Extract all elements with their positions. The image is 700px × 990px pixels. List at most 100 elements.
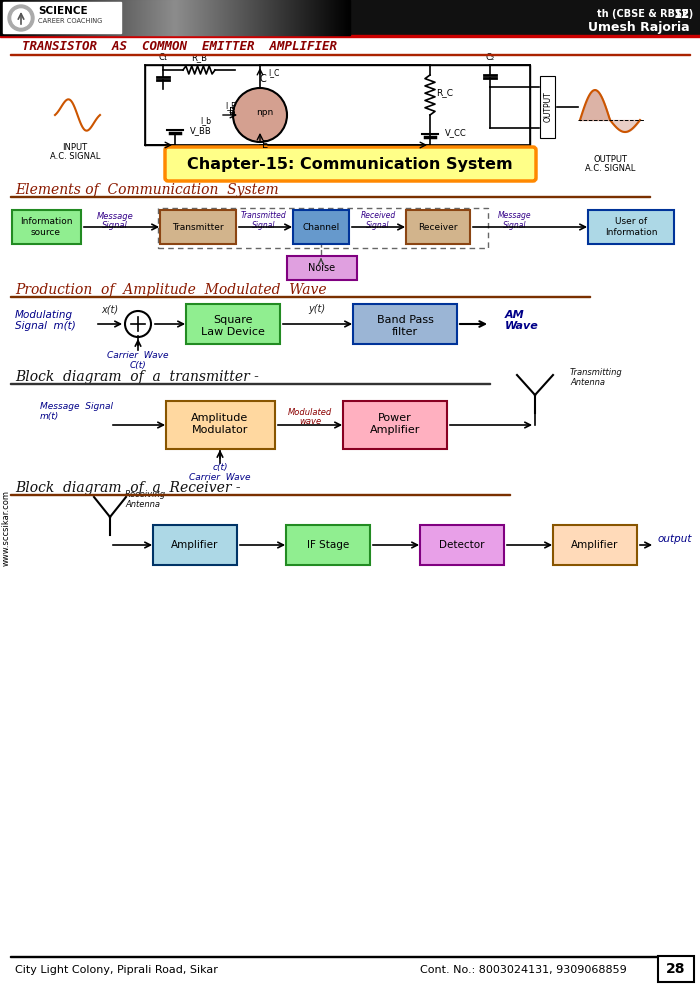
Bar xyxy=(344,0,345,35)
Text: www.sccsikar.com: www.sccsikar.com xyxy=(1,490,10,566)
Text: Modulated: Modulated xyxy=(288,408,332,417)
Bar xyxy=(281,0,282,35)
Text: output: output xyxy=(658,534,692,544)
Bar xyxy=(15,0,16,35)
Bar xyxy=(288,0,289,35)
Bar xyxy=(341,0,342,35)
Bar xyxy=(348,0,349,35)
Bar xyxy=(231,0,232,35)
Bar xyxy=(176,0,177,35)
Bar xyxy=(3,2,121,33)
Bar xyxy=(46,0,47,35)
Bar xyxy=(35,0,36,35)
Bar xyxy=(10,494,510,495)
Text: Received: Received xyxy=(360,211,395,220)
Bar xyxy=(103,0,104,35)
Circle shape xyxy=(233,88,287,142)
Text: AM: AM xyxy=(505,310,525,320)
Bar xyxy=(144,0,145,35)
Bar xyxy=(77,0,78,35)
Bar xyxy=(70,0,71,35)
Bar xyxy=(273,0,274,35)
Bar xyxy=(251,0,252,35)
Bar xyxy=(102,0,103,35)
Bar xyxy=(277,0,278,35)
Bar xyxy=(172,0,173,35)
Text: Square: Square xyxy=(214,315,253,325)
Bar xyxy=(257,0,258,35)
Text: TRANSISTOR  AS  COMMON  EMITTER  AMPLIFIER: TRANSISTOR AS COMMON EMITTER AMPLIFIER xyxy=(22,41,337,53)
Bar xyxy=(39,0,40,35)
Bar xyxy=(334,0,335,35)
Bar xyxy=(22,0,23,35)
Bar xyxy=(105,0,106,35)
Bar xyxy=(258,0,259,35)
Bar xyxy=(275,0,276,35)
Bar xyxy=(292,0,293,35)
Bar xyxy=(89,0,90,35)
Text: wave: wave xyxy=(299,417,321,426)
Bar xyxy=(217,0,218,35)
Bar xyxy=(207,0,208,35)
Bar xyxy=(236,0,237,35)
Bar xyxy=(138,0,139,35)
Text: x(t): x(t) xyxy=(102,304,118,314)
Bar xyxy=(78,0,79,35)
Bar xyxy=(179,0,180,35)
Bar xyxy=(228,0,229,35)
Text: V_C: V_C xyxy=(268,123,282,132)
Text: Block  diagram  of  a  Receiver -: Block diagram of a Receiver - xyxy=(15,481,241,495)
Bar xyxy=(240,0,241,35)
Bar xyxy=(280,0,281,35)
Bar xyxy=(152,0,153,35)
Bar xyxy=(95,0,96,35)
Bar xyxy=(69,0,70,35)
Bar xyxy=(340,0,341,35)
Bar xyxy=(86,0,87,35)
Bar xyxy=(141,0,142,35)
Bar xyxy=(93,0,94,35)
Bar xyxy=(266,0,267,35)
Text: Transmitting: Transmitting xyxy=(570,368,623,377)
Text: 28: 28 xyxy=(666,962,686,976)
Bar xyxy=(295,0,296,35)
Bar xyxy=(84,0,85,35)
Text: Message: Message xyxy=(498,211,532,220)
Bar xyxy=(191,0,192,35)
Bar xyxy=(53,0,54,35)
Bar xyxy=(26,0,27,35)
Text: IF Stage: IF Stage xyxy=(307,540,349,550)
Bar xyxy=(234,0,235,35)
Text: V_BB: V_BB xyxy=(190,126,211,135)
Bar xyxy=(129,0,130,35)
Text: Elements of  Communication  System: Elements of Communication System xyxy=(15,183,279,197)
Bar xyxy=(215,0,216,35)
Bar xyxy=(3,0,4,35)
Bar xyxy=(206,0,207,35)
Bar xyxy=(55,0,56,35)
Bar xyxy=(190,0,191,35)
Bar xyxy=(346,0,347,35)
Bar xyxy=(14,0,15,35)
Bar xyxy=(347,0,348,35)
Bar xyxy=(203,0,204,35)
FancyBboxPatch shape xyxy=(286,525,370,565)
Bar xyxy=(17,0,18,35)
Bar xyxy=(110,0,111,35)
Bar xyxy=(260,0,261,35)
Bar xyxy=(197,0,198,35)
Text: V_CC: V_CC xyxy=(445,128,467,137)
Bar xyxy=(254,0,255,35)
Bar xyxy=(147,0,148,35)
Bar xyxy=(338,0,339,35)
Bar xyxy=(157,0,158,35)
Bar xyxy=(264,0,265,35)
Bar xyxy=(232,0,233,35)
Bar xyxy=(311,0,312,35)
Bar xyxy=(259,0,260,35)
Bar xyxy=(307,0,308,35)
Text: Chapter-15: Communication System: Chapter-15: Communication System xyxy=(187,156,513,171)
Bar xyxy=(40,0,41,35)
Bar xyxy=(64,0,65,35)
Bar xyxy=(133,0,134,35)
